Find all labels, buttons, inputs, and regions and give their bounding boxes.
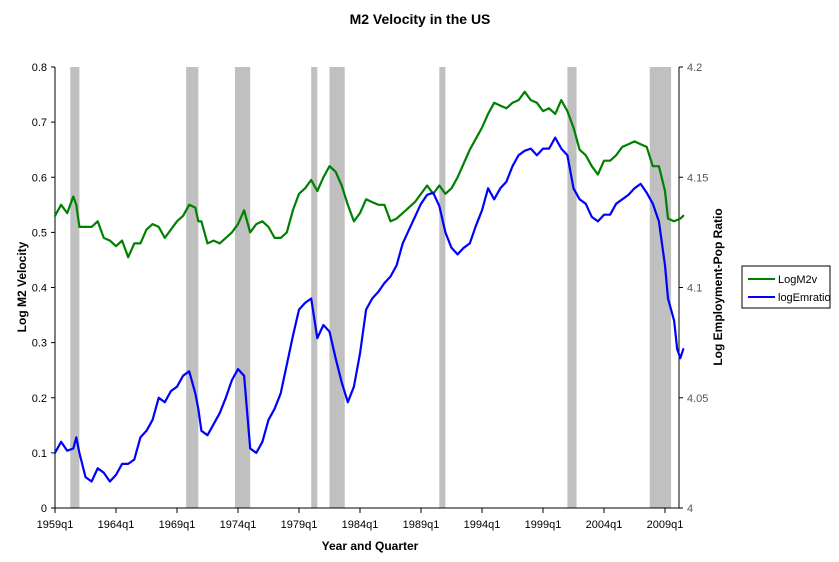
legend-box: [741, 265, 831, 309]
recession-band-4: [311, 67, 318, 508]
y2-tick-label: 4: [687, 503, 693, 515]
y2-tick-label: 4.2: [687, 62, 702, 74]
x-axis-ticks: 1959q1 1964q1 1969q1 1974q1 1979q1 1984q1 1989…: [37, 508, 684, 531]
right-axis-ticks: 4 4.05 4.1 4.15 4.2: [679, 62, 708, 515]
x-tick-label: 1979q1: [281, 519, 318, 531]
legend-label-logemratio: logEmratio: [778, 292, 831, 304]
y-tick-label: 0.3: [32, 338, 47, 350]
y2-axis-title: Log Employment-Pop Ratio: [711, 208, 725, 365]
series-lines: [53, 90, 685, 483]
recession-band-5: [329, 67, 345, 508]
y-tick-label: 0.2: [32, 393, 47, 405]
recession-band-8: [649, 67, 672, 508]
y-tick-label: 0.4: [32, 283, 47, 295]
y-tick-label: 0.8: [32, 62, 47, 74]
series-line-logm2v: [53, 90, 685, 259]
legend: LogM2v logEmratio: [741, 265, 831, 309]
series-line-logemratio: [53, 136, 685, 483]
y-tick-label: 0.5: [32, 227, 47, 239]
y2-tick-label: 4.05: [687, 393, 708, 405]
x-tick-label: 1994q1: [464, 519, 501, 531]
recession-band-7: [567, 67, 577, 508]
y-axis-title: Log M2 Velocity: [15, 241, 29, 332]
recession-bands: [70, 67, 672, 508]
left-axis-ticks: 0 0.1 0.2 0.3 0.4 0.5 0.6 0.7 0.8: [32, 62, 55, 515]
x-tick-label: 2004q1: [586, 519, 623, 531]
x-axis-title: Year and Quarter: [322, 539, 419, 553]
y-tick-label: 0.7: [32, 117, 47, 129]
recession-band-1: [70, 67, 80, 508]
x-tick-label: 2009q1: [647, 519, 684, 531]
recession-band-2: [186, 67, 199, 508]
x-tick-label: 1974q1: [220, 519, 257, 531]
x-tick-label: 1984q1: [342, 519, 379, 531]
x-tick-label: 1964q1: [98, 519, 135, 531]
recession-band-3: [234, 67, 251, 508]
recession-band-6: [439, 67, 446, 508]
y-tick-label: 0: [41, 503, 47, 515]
y-tick-label: 0.6: [32, 172, 47, 184]
y2-tick-label: 4.15: [687, 172, 708, 184]
x-tick-label: 1969q1: [159, 519, 196, 531]
y2-tick-label: 4.1: [687, 283, 702, 295]
y-tick-label: 0.1: [32, 448, 47, 460]
x-tick-label: 1989q1: [403, 519, 440, 531]
x-tick-label: 1999q1: [525, 519, 562, 531]
x-tick-label: 1959q1: [37, 519, 74, 531]
chart-title: M2 Velocity in the US: [350, 11, 491, 27]
legend-label-logm2v: LogM2v: [778, 274, 818, 286]
